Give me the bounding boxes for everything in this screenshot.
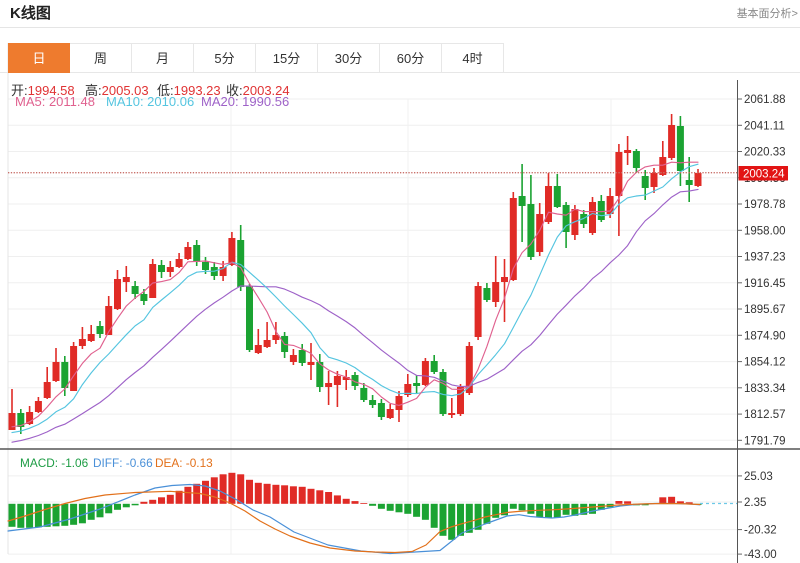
svg-text:-43.00: -43.00 — [744, 549, 777, 561]
svg-text:2020.33: 2020.33 — [744, 147, 786, 159]
svg-text:1978.78: 1978.78 — [744, 199, 786, 211]
svg-text:1874.90: 1874.90 — [744, 330, 786, 342]
svg-text:2.35: 2.35 — [744, 497, 766, 509]
svg-text:2041.11: 2041.11 — [744, 120, 785, 132]
svg-text:-20.32: -20.32 — [744, 525, 777, 537]
svg-text:1958.00: 1958.00 — [744, 225, 786, 237]
svg-text:1937.23: 1937.23 — [744, 252, 786, 264]
svg-text:2003.24: 2003.24 — [743, 169, 785, 181]
svg-text:1895.67: 1895.67 — [744, 304, 786, 316]
svg-text:2061.88: 2061.88 — [744, 94, 786, 106]
svg-text:1854.12: 1854.12 — [744, 357, 786, 369]
svg-text:1812.57: 1812.57 — [744, 409, 786, 421]
svg-text:25.03: 25.03 — [744, 471, 773, 483]
svg-text:1916.45: 1916.45 — [744, 278, 786, 290]
svg-text:1791.79: 1791.79 — [744, 435, 786, 447]
svg-text:1833.34: 1833.34 — [744, 383, 786, 395]
